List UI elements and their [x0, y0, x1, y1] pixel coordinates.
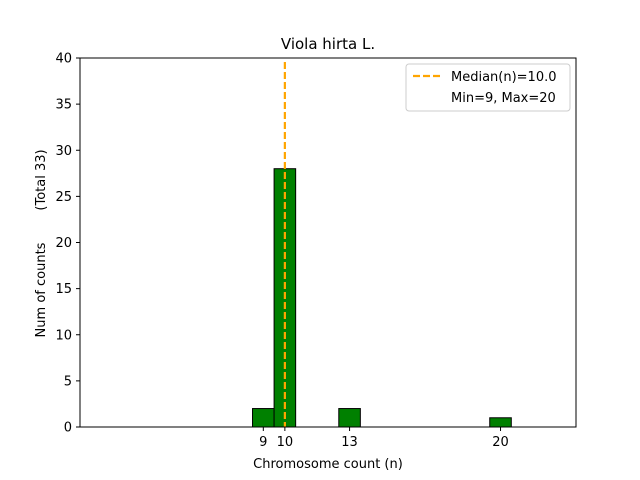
y-tick-label: 40: [55, 52, 72, 67]
y-tick-label: 35: [55, 98, 72, 113]
legend-entry-median: Median(n)=10.0: [451, 70, 557, 85]
legend: Median(n)=10.0 Min=9, Max=20: [405, 63, 571, 112]
y-tick-label: 30: [55, 144, 72, 159]
legend-entry-min-max: Min=9, Max=20: [451, 91, 556, 106]
y-axis-total-label: (Total 33): [34, 149, 49, 210]
y-axis-label: Num of counts: [34, 242, 49, 337]
legend-box: [405, 63, 571, 112]
x-tick-label: 13: [341, 435, 358, 450]
x-tick-label: 10: [277, 435, 294, 450]
bar-n-9: [252, 408, 275, 428]
y-tick-label: 5: [64, 374, 72, 389]
bar-n-13: [338, 408, 361, 428]
x-tick-label: 20: [492, 435, 509, 450]
y-tick-label: 15: [55, 282, 72, 297]
y-tick-label: 20: [55, 236, 72, 251]
bar-n-20: [489, 417, 512, 428]
y-axis-ticks: 0 5 10 15 20 25 30 35 40: [55, 52, 80, 436]
y-tick-label: 10: [55, 328, 72, 343]
x-tick-label: 9: [259, 435, 267, 450]
y-tick-label: 0: [64, 421, 72, 436]
chart-title: Viola hirta L.: [281, 35, 375, 53]
y-tick-label: 25: [55, 190, 72, 205]
x-axis-ticks: 9 10 13 20: [259, 427, 509, 450]
x-axis-label: Chromosome count (n): [253, 457, 403, 472]
